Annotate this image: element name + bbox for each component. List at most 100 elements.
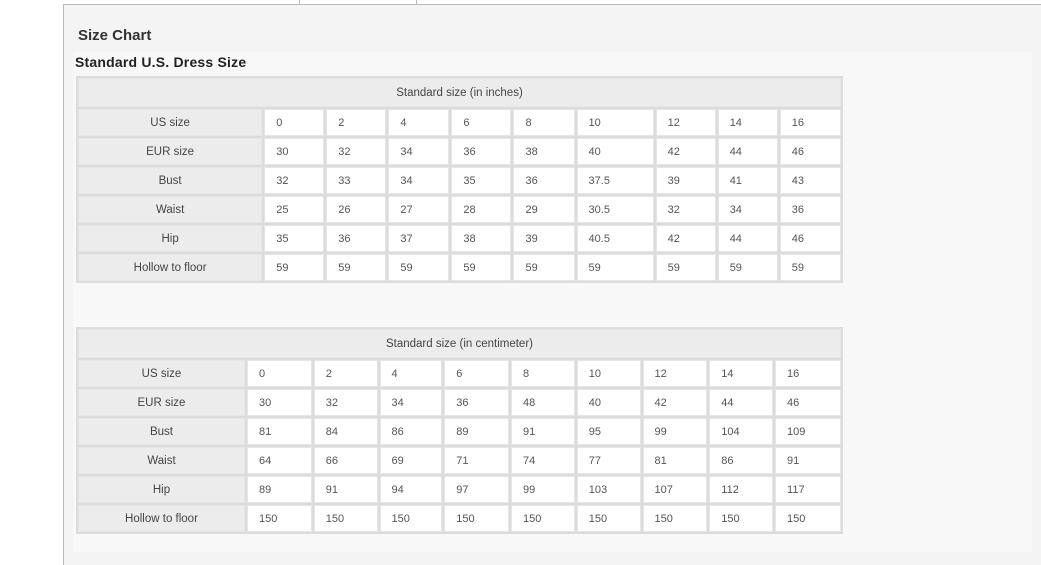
row-label: US size (78, 109, 263, 136)
table-cell: 44 (709, 389, 774, 416)
table-cell: 32 (655, 196, 716, 223)
table-row: EUR size 30 32 34 36 38 40 42 44 46 (78, 138, 841, 165)
table-cell: 59 (717, 254, 778, 281)
table-cell: 91 (775, 447, 841, 474)
table-cell: 30 (246, 389, 312, 416)
table-cell: 12 (642, 360, 708, 387)
table-cell: 28 (451, 196, 512, 223)
table-cell: 0 (246, 360, 312, 387)
table-cell: 86 (709, 447, 774, 474)
table-cell: 16 (775, 360, 841, 387)
table-cell: 74 (511, 447, 575, 474)
table-cell: 94 (379, 476, 443, 503)
table-cell: 95 (576, 418, 641, 445)
table-row: Hollow to floor 59 59 59 59 59 59 59 59 59 (78, 254, 841, 281)
tab[interactable] (299, 0, 417, 5)
table-row: US size 0 2 4 6 8 10 12 14 16 (78, 360, 841, 387)
row-label: Bust (78, 418, 245, 445)
table-cell: 34 (388, 167, 450, 194)
row-label: EUR size (78, 138, 263, 165)
table-cell: 42 (655, 138, 716, 165)
table-cell: 36 (326, 225, 387, 252)
table-cell: 150 (642, 505, 708, 532)
row-label: Bust (78, 167, 263, 194)
table-cell: 25 (264, 196, 325, 223)
row-label: Hip (78, 476, 245, 503)
table-cell: 4 (379, 360, 443, 387)
table-row: Hip 89 91 94 97 99 103 107 112 117 (78, 476, 841, 503)
table-cell: 46 (779, 138, 841, 165)
table-cell: 44 (717, 225, 778, 252)
table-cell: 104 (709, 418, 774, 445)
table-cell: 2 (313, 360, 378, 387)
table-cell: 89 (444, 418, 510, 445)
table-cell: 40.5 (576, 225, 654, 252)
table-cell: 35 (451, 167, 512, 194)
row-label: US size (78, 360, 245, 387)
row-label: Waist (78, 447, 245, 474)
table-cell: 99 (511, 476, 575, 503)
table-cell: 48 (511, 389, 575, 416)
table-cell: 59 (264, 254, 325, 281)
table-cell: 10 (576, 109, 654, 136)
table-cell: 43 (779, 167, 841, 194)
table-cell: 30 (264, 138, 325, 165)
table-cell: 39 (655, 167, 716, 194)
table-cell: 40 (576, 389, 641, 416)
table-cell: 103 (576, 476, 641, 503)
table-cell: 59 (513, 254, 575, 281)
table-cell: 150 (313, 505, 378, 532)
table-cell: 97 (444, 476, 510, 503)
table-cell: 81 (246, 418, 312, 445)
table-cell: 36 (451, 138, 512, 165)
table-cell: 8 (511, 360, 575, 387)
table-cell: 117 (775, 476, 841, 503)
table-header: Standard size (in centimeter) (78, 329, 841, 358)
table-cell: 37 (388, 225, 450, 252)
table-cell: 59 (655, 254, 716, 281)
table-cell: 36 (444, 389, 510, 416)
table-cell: 14 (717, 109, 778, 136)
table-cell: 4 (388, 109, 450, 136)
table-cell: 8 (513, 109, 575, 136)
table-cell: 39 (513, 225, 575, 252)
table-cell: 33 (326, 167, 387, 194)
table-cell: 38 (451, 225, 512, 252)
table-cell: 59 (779, 254, 841, 281)
table-cell: 150 (444, 505, 510, 532)
table-cell: 150 (246, 505, 312, 532)
table-cell: 71 (444, 447, 510, 474)
table-cell: 46 (779, 225, 841, 252)
table-cell: 91 (511, 418, 575, 445)
table-cell: 0 (264, 109, 325, 136)
table-cell: 16 (779, 109, 841, 136)
table-row: Bust 32 33 34 35 36 37.5 39 41 43 (78, 167, 841, 194)
table-cell: 89 (246, 476, 312, 503)
table-cell: 69 (379, 447, 443, 474)
table-cell: 40 (576, 138, 654, 165)
table-cell: 37.5 (576, 167, 654, 194)
table-cell: 34 (717, 196, 778, 223)
table-row: Waist 64 66 69 71 74 77 81 86 91 (78, 447, 841, 474)
table-cell: 77 (576, 447, 641, 474)
table-cell: 150 (709, 505, 774, 532)
table-row: Waist 25 26 27 28 29 30.5 32 34 36 (78, 196, 841, 223)
table-cell: 59 (576, 254, 654, 281)
table-cell: 107 (642, 476, 708, 503)
page-title: Size Chart (78, 27, 152, 44)
table-cell: 42 (642, 389, 708, 416)
table-cell: 36 (513, 167, 575, 194)
table-cell: 59 (388, 254, 450, 281)
table-cell: 10 (576, 360, 641, 387)
row-label: Hollow to floor (78, 254, 263, 281)
table-cell: 36 (779, 196, 841, 223)
section-title: Standard U.S. Dress Size (75, 54, 247, 70)
table-cell: 44 (717, 138, 778, 165)
table-cell: 32 (313, 389, 378, 416)
table-cell: 64 (246, 447, 312, 474)
row-label: EUR size (78, 389, 245, 416)
size-table-centimeter: Standard size (in centimeter) US size 0 2 4 6… (76, 327, 843, 534)
table-row: Hollow to floor 150 150 150 150 150 150 150 150 1… (78, 505, 841, 532)
table-cell: 6 (451, 109, 512, 136)
table-cell: 86 (379, 418, 443, 445)
